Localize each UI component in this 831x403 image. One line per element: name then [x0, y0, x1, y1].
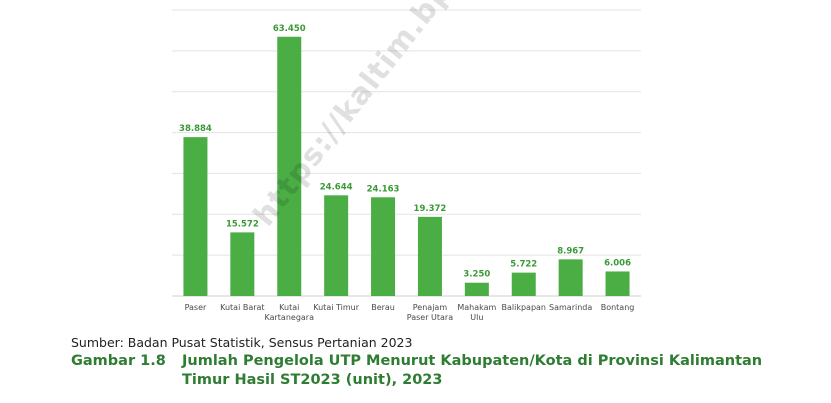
bar-value-label: 8.967 [557, 246, 584, 256]
bar [464, 282, 489, 296]
bar-value-label: 3.250 [463, 270, 490, 280]
chart-gridlines [172, 9, 641, 297]
figure-title-line2: Timur Hasil ST2023 (unit), 2023 [182, 372, 443, 388]
bar-value-label: 6.006 [604, 258, 631, 268]
bar-value-label: 5.722 [510, 260, 537, 270]
category-label: Paser Utara [407, 313, 453, 322]
bar [558, 259, 583, 296]
bar-value-label: 24.644 [320, 182, 353, 192]
category-label: Paser [185, 303, 207, 312]
category-label: Kutai Barat [220, 303, 264, 312]
category-label: Mahakam [457, 303, 496, 312]
category-label: Samarinda [549, 303, 592, 312]
chart-value-labels: 38.884 15.572 63.450 24.644 24.163 19.372 3.25… [179, 24, 631, 280]
bar-value-label: 24.163 [367, 184, 400, 194]
category-label: Penajam [413, 303, 448, 312]
figure-number: Gambar 1.8 [71, 353, 166, 369]
bar-chart: 38.884 15.572 63.450 24.644 24.163 19.372 3.25… [172, 0, 641, 322]
bar [371, 197, 396, 296]
figure-caption: Gambar 1.8 Jumlah Pengelola UTP Menurut K… [71, 352, 762, 390]
category-label: Berau [371, 303, 395, 312]
chart-bars [183, 36, 630, 297]
bar-value-label: 38.884 [179, 124, 212, 134]
category-label: Bontang [601, 303, 635, 312]
bar [324, 195, 349, 296]
category-label: Balikpapan [502, 303, 547, 312]
bar [183, 137, 208, 296]
source-note: Sumber: Badan Pusat Statistik, Sensus Pe… [71, 335, 413, 350]
bar-value-label: 63.450 [273, 24, 306, 34]
bar [417, 216, 442, 296]
bar [277, 36, 302, 297]
figure-title-line1: Jumlah Pengelola UTP Menurut Kabupaten/K… [182, 353, 763, 369]
category-label: Kutai Timur [313, 303, 359, 312]
bar-value-label: 15.572 [226, 219, 259, 229]
category-label: Kartanegara [265, 313, 315, 322]
category-label: Kutai [279, 303, 299, 312]
bar-value-label: 19.372 [414, 204, 447, 214]
category-label: Ulu [470, 313, 483, 322]
bar [511, 272, 536, 296]
bar [605, 271, 630, 296]
bar [230, 232, 255, 296]
